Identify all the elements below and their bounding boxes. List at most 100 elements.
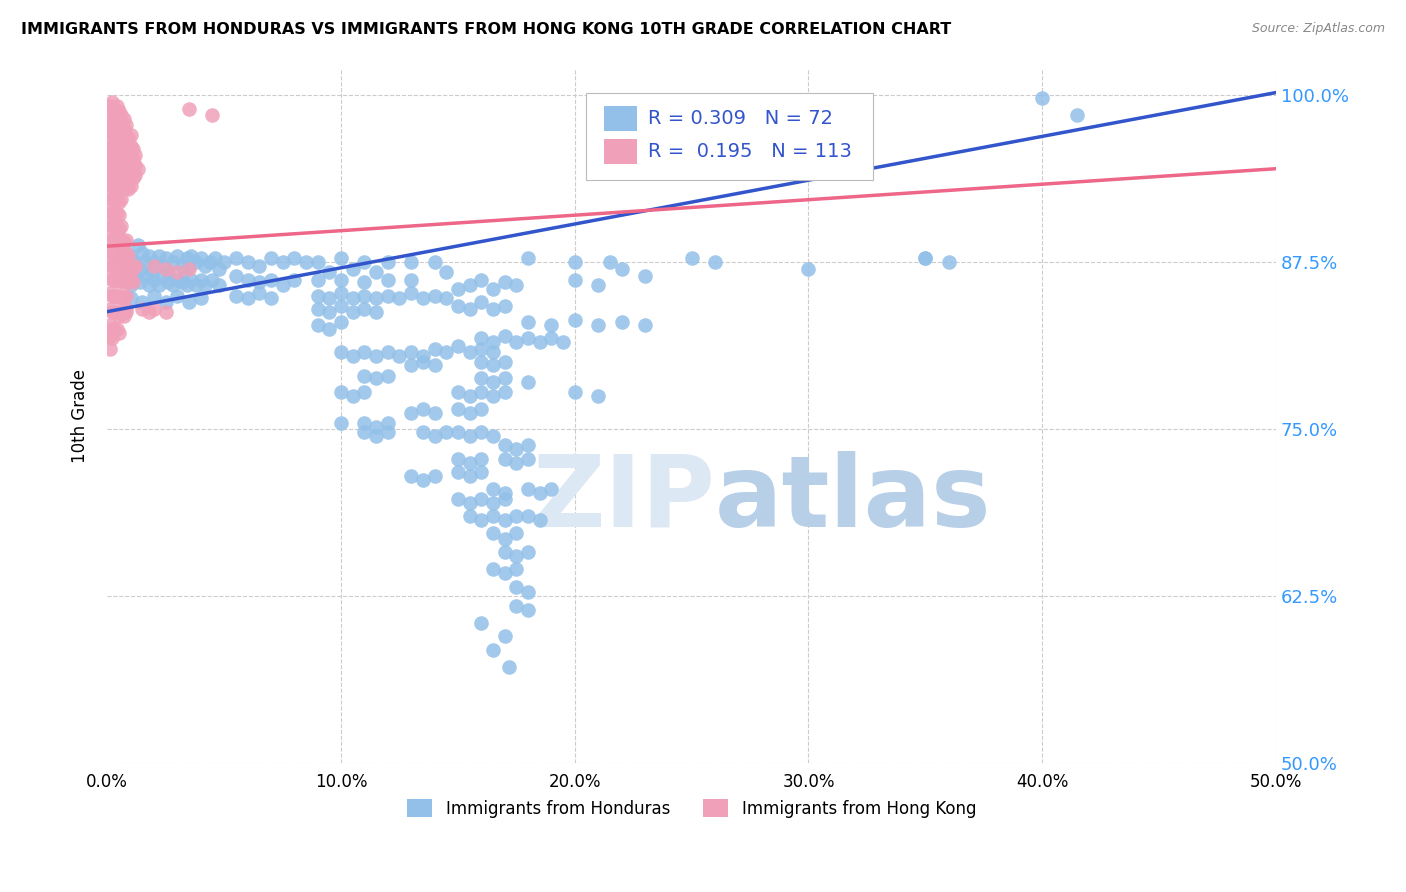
Point — [108, 112, 131, 127]
Point — [115, 245, 138, 260]
Point — [517, 331, 540, 345]
Point — [517, 315, 540, 329]
Point — [564, 255, 586, 269]
Point — [176, 277, 198, 292]
Point — [105, 322, 128, 336]
Point — [103, 219, 125, 234]
Point — [98, 342, 121, 356]
Point — [586, 389, 609, 403]
Point — [110, 169, 132, 183]
Point — [399, 358, 422, 372]
Point — [166, 288, 188, 302]
Point — [98, 318, 121, 332]
Point — [157, 275, 180, 289]
Point — [470, 451, 492, 466]
Point — [399, 344, 422, 359]
Point — [551, 335, 574, 350]
Point — [98, 145, 121, 159]
Text: Source: ZipAtlas.com: Source: ZipAtlas.com — [1251, 22, 1385, 36]
Point — [108, 118, 131, 132]
Point — [117, 248, 139, 262]
Point — [115, 179, 138, 194]
Point — [353, 425, 375, 439]
Point — [318, 322, 340, 336]
Point — [98, 242, 121, 256]
Point — [494, 513, 516, 527]
Point — [103, 193, 125, 207]
Point — [101, 304, 124, 318]
FancyBboxPatch shape — [605, 138, 637, 163]
Point — [108, 153, 131, 167]
Point — [447, 282, 470, 296]
Point — [108, 222, 131, 236]
Point — [101, 148, 124, 162]
Point — [204, 251, 226, 265]
Point — [498, 660, 520, 674]
Point — [112, 291, 135, 305]
Point — [98, 301, 121, 316]
Point — [470, 513, 492, 527]
Point — [482, 429, 505, 443]
Point — [505, 508, 527, 523]
Point — [260, 272, 283, 286]
Point — [108, 326, 131, 340]
Point — [634, 268, 657, 283]
Point — [271, 277, 294, 292]
Point — [112, 182, 135, 196]
Point — [458, 344, 481, 359]
Point — [307, 272, 329, 286]
Point — [141, 264, 163, 278]
Point — [412, 349, 434, 363]
Point — [122, 142, 145, 156]
Point — [117, 131, 139, 145]
Point — [564, 272, 586, 286]
FancyBboxPatch shape — [586, 93, 873, 179]
Point — [108, 209, 131, 223]
Point — [105, 99, 128, 113]
Point — [458, 456, 481, 470]
Point — [98, 135, 121, 149]
Point — [184, 255, 207, 269]
Point — [155, 261, 177, 276]
Point — [423, 358, 446, 372]
Point — [505, 456, 527, 470]
Point — [112, 275, 135, 289]
Point — [247, 285, 270, 300]
Point — [505, 442, 527, 457]
Point — [1031, 91, 1053, 105]
Point — [101, 219, 124, 234]
Point — [564, 312, 586, 326]
Point — [529, 513, 551, 527]
Point — [458, 389, 481, 403]
Point — [115, 259, 138, 273]
Point — [148, 248, 170, 262]
Point — [330, 384, 353, 399]
Point — [423, 406, 446, 420]
Point — [103, 128, 125, 143]
Point — [108, 235, 131, 249]
Point — [129, 261, 152, 276]
Point — [117, 153, 139, 167]
Point — [155, 295, 177, 310]
Point — [152, 268, 174, 283]
Point — [377, 368, 399, 383]
FancyBboxPatch shape — [605, 106, 637, 131]
Point — [517, 483, 540, 497]
Point — [225, 268, 247, 283]
Point — [353, 344, 375, 359]
Point — [377, 272, 399, 286]
Point — [364, 304, 387, 318]
Point — [388, 291, 411, 305]
Point — [131, 301, 153, 316]
Point — [108, 195, 131, 210]
Point — [517, 251, 540, 265]
Point — [103, 232, 125, 246]
Point — [166, 264, 188, 278]
Point — [105, 158, 128, 172]
Point — [482, 642, 505, 657]
Point — [112, 121, 135, 136]
Point — [447, 451, 470, 466]
Point — [110, 148, 132, 162]
Point — [117, 171, 139, 186]
Point — [101, 179, 124, 194]
